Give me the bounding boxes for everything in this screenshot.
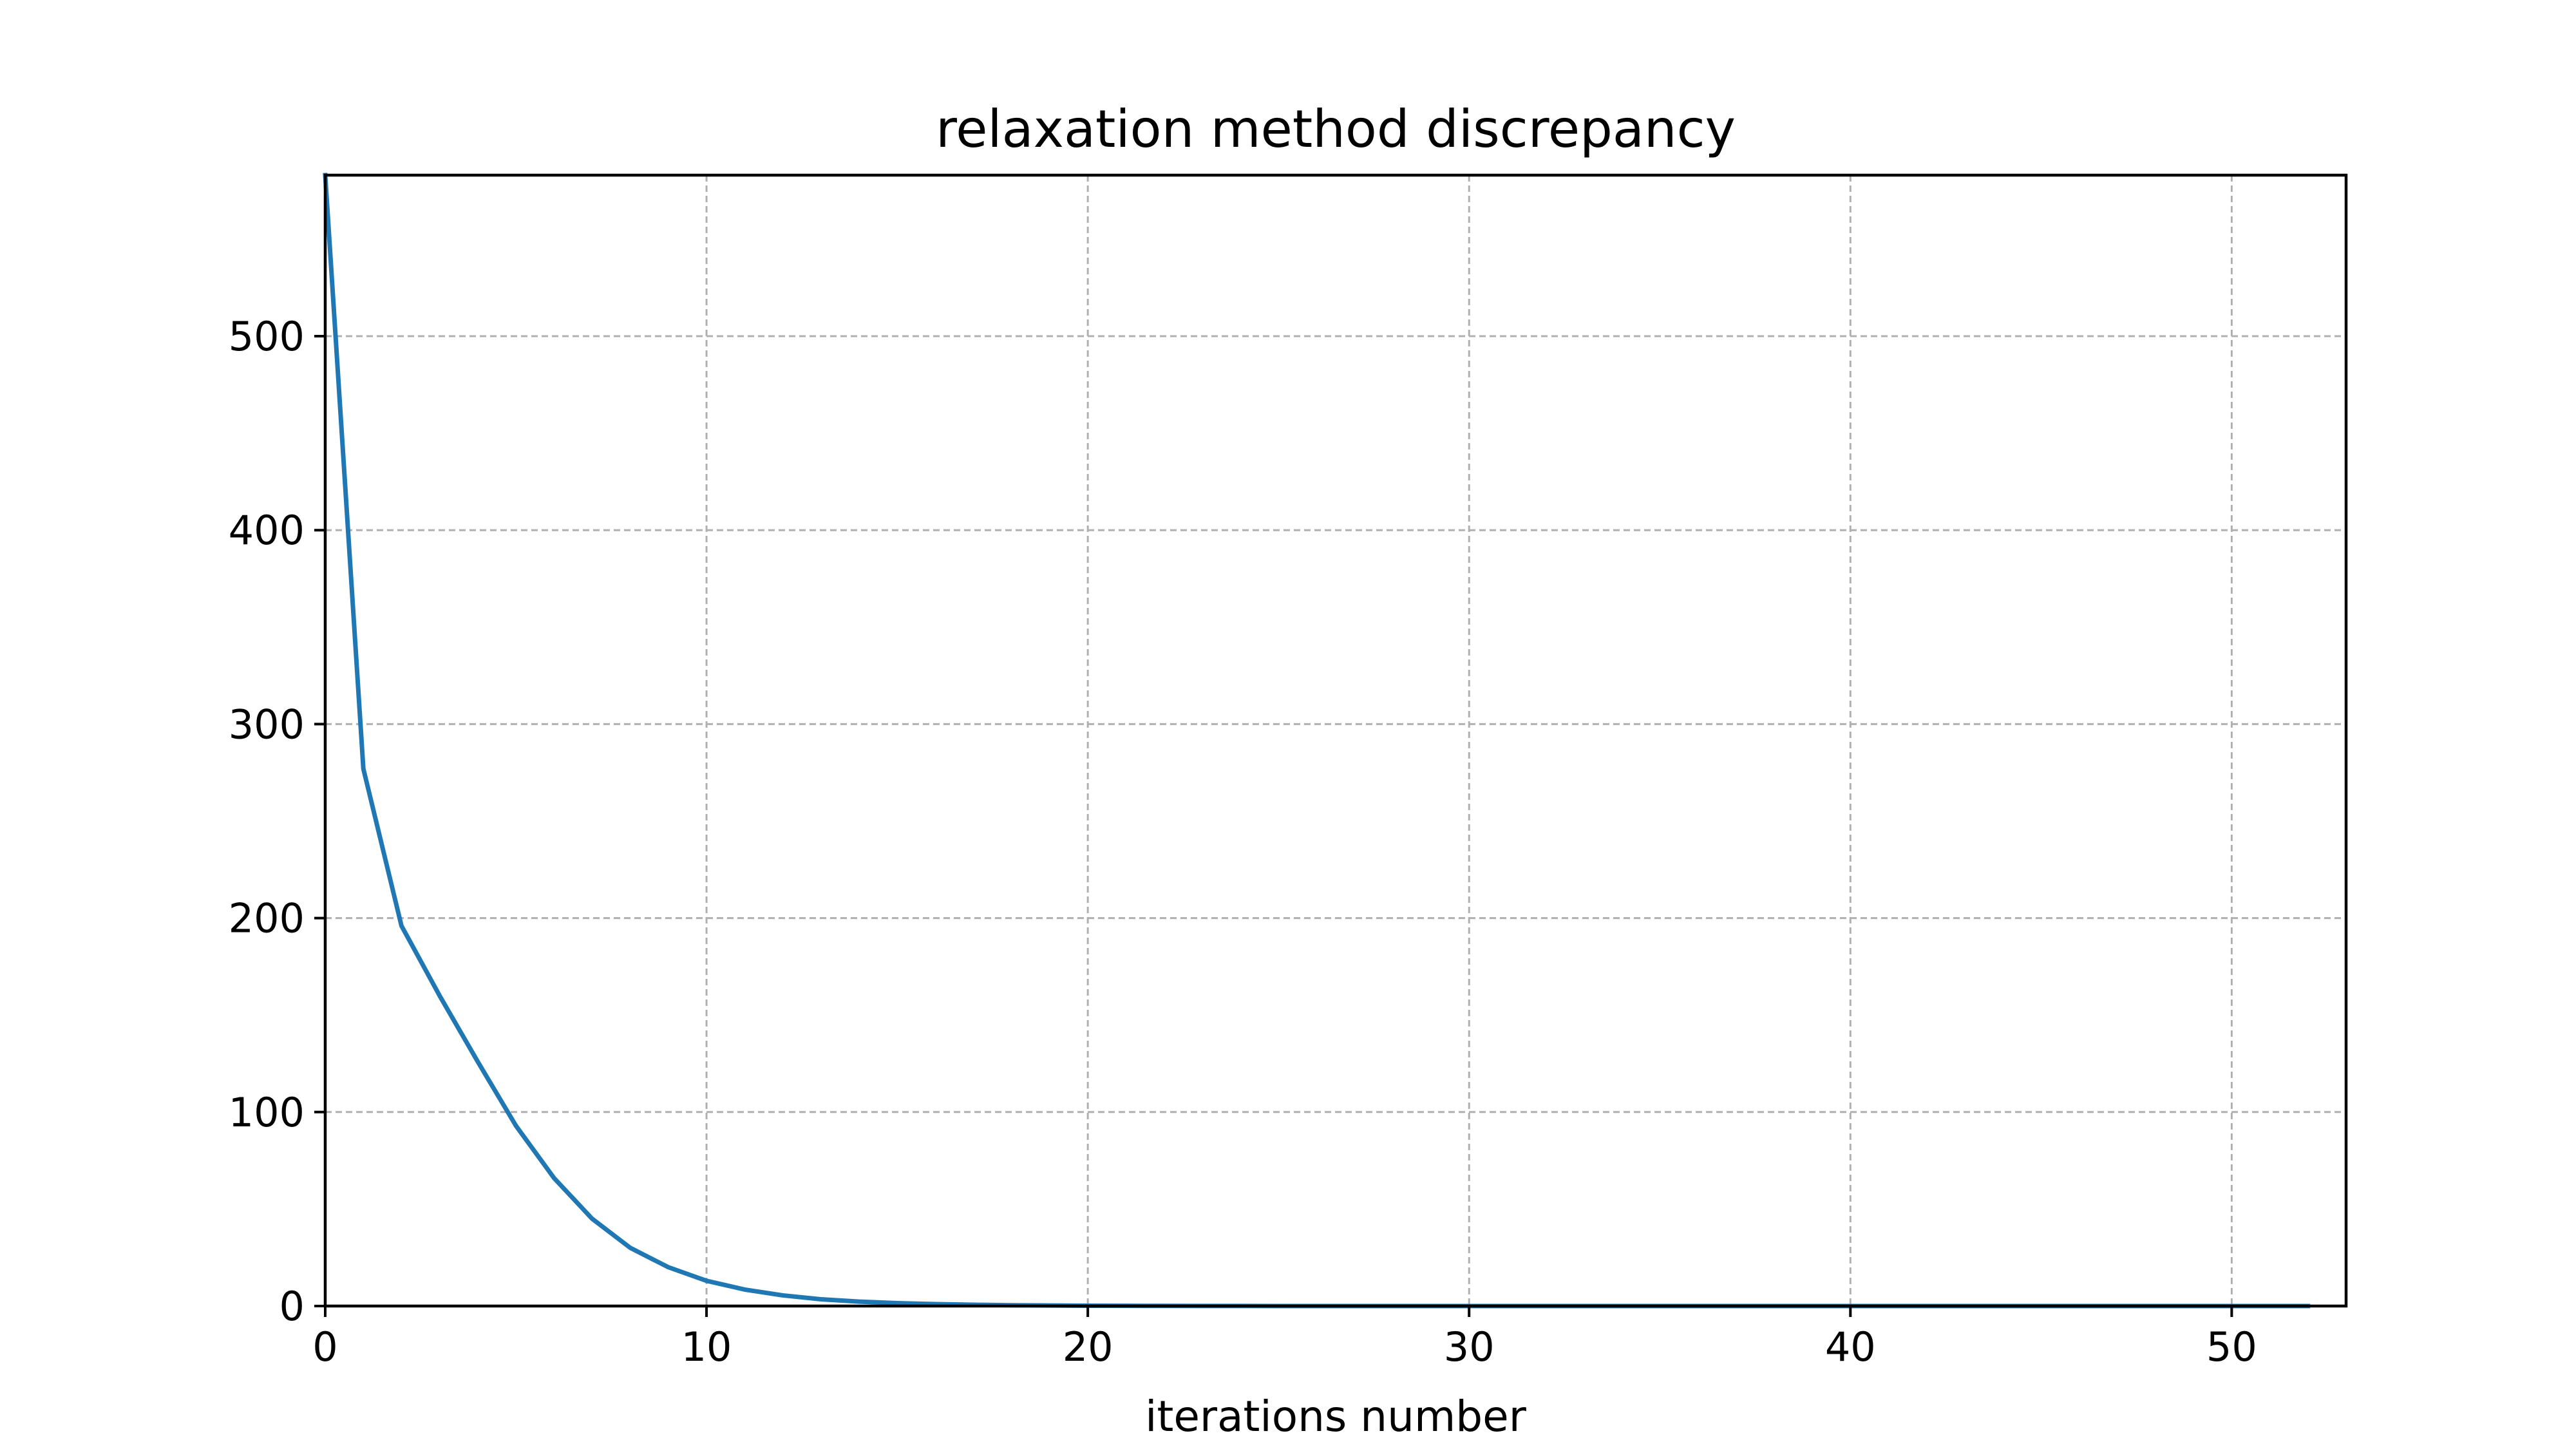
y-tick-label: 0 <box>279 1283 305 1330</box>
y-tick-label: 500 <box>229 313 305 360</box>
plot-area <box>323 173 2348 1308</box>
chart-title: relaxation method discrepancy <box>936 99 1736 159</box>
x-axis-label: iterations number <box>1145 1392 1527 1441</box>
y-tick-label: 400 <box>229 507 305 554</box>
y-tick-label: 200 <box>229 895 305 942</box>
x-tick-label: 40 <box>1825 1323 1876 1370</box>
grid <box>325 175 2346 1306</box>
x-tick-label: 10 <box>681 1323 732 1370</box>
x-tick-label: 30 <box>1444 1323 1495 1370</box>
x-tick-label: 50 <box>2206 1323 2257 1370</box>
y-tick-label: 100 <box>229 1089 305 1136</box>
x-tick-label: 0 <box>312 1323 337 1370</box>
y-tick-label: 300 <box>229 701 305 748</box>
x-tick-label: 20 <box>1063 1323 1113 1370</box>
